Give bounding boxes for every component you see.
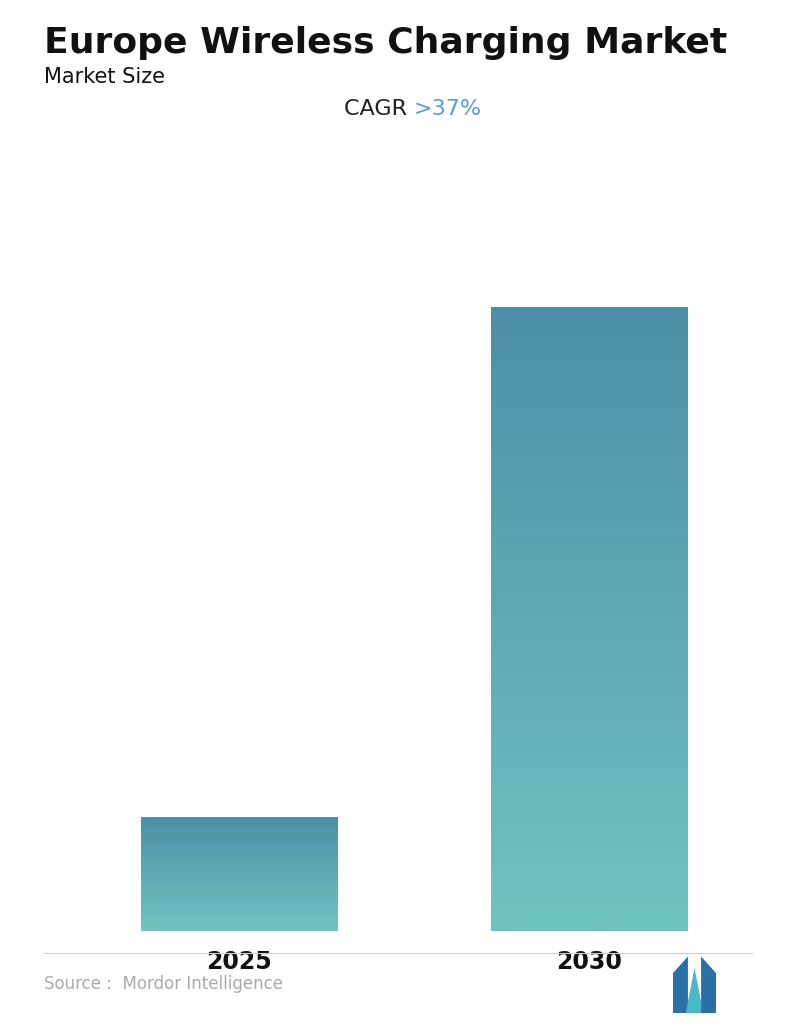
Text: >37%: >37% [414, 98, 482, 119]
Polygon shape [701, 956, 716, 1013]
Text: Source :  Mordor Intelligence: Source : Mordor Intelligence [44, 975, 283, 994]
Text: CAGR: CAGR [344, 98, 414, 119]
Text: Europe Wireless Charging Market: Europe Wireless Charging Market [44, 26, 727, 60]
Polygon shape [673, 956, 688, 1013]
Polygon shape [686, 968, 704, 1013]
Text: Market Size: Market Size [44, 67, 165, 87]
